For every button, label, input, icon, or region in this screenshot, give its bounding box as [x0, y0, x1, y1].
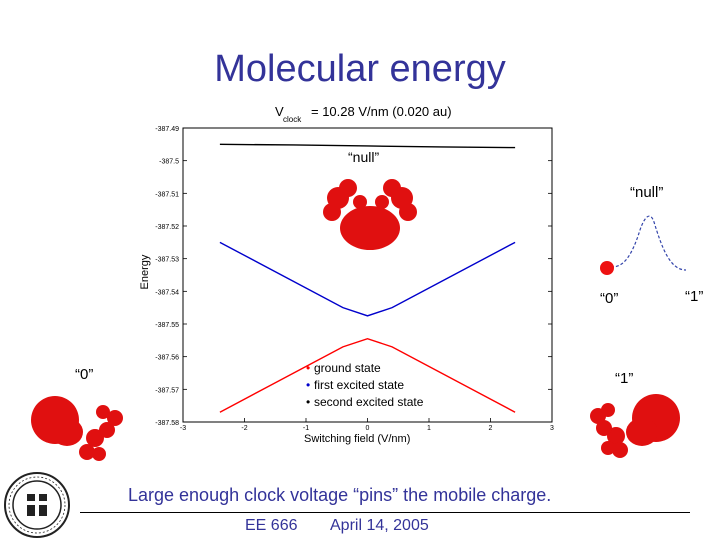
x-tick-group: -3 -2 -1 0 1 2 3 — [180, 418, 554, 432]
y-tick-label: -387.5 — [159, 159, 179, 166]
y-tick-label: -387.49 — [155, 126, 179, 133]
null-molecule-image — [323, 179, 417, 250]
charge-marker — [600, 261, 614, 275]
null-label-right: “null” — [630, 184, 664, 201]
null-label-inset: “null” — [348, 149, 379, 165]
legend-label-first: first excited state — [314, 378, 404, 392]
chart-title-sub: clock — [283, 115, 302, 124]
x-tick-label: 3 — [550, 425, 554, 432]
zero-molecule-image — [31, 396, 123, 461]
university-seal-image — [4, 472, 70, 538]
y-tick-label: -387.51 — [155, 191, 179, 198]
series-line-0 — [219, 337, 516, 413]
x-tick-label: -1 — [303, 425, 309, 432]
legend-label-ground: ground state — [314, 361, 381, 375]
zero-label-right: “0” — [600, 290, 619, 307]
potential-curve — [605, 215, 687, 271]
zero-label-left: “0” — [75, 366, 94, 383]
series-group — [219, 143, 516, 413]
footer-date: April 14, 2005 — [330, 517, 429, 534]
one-molecule-image — [590, 394, 680, 458]
legend: • ground state • first excited state • s… — [306, 361, 424, 409]
y-tick-label: -387.53 — [155, 257, 179, 264]
y-tick-label: -387.58 — [155, 420, 179, 427]
chart-title-rest: = 10.28 V/nm (0.020 au) — [311, 104, 452, 119]
legend-bullet-first: • — [306, 378, 310, 392]
chart-title-v: V — [275, 104, 284, 119]
x-tick-label: -2 — [241, 425, 247, 432]
series-line-1 — [219, 241, 516, 317]
legend-label-second: second excited state — [314, 395, 424, 409]
slide-caption: Large enough clock voltage “pins” the mo… — [128, 485, 552, 505]
one-label-mid: “1” — [615, 370, 634, 387]
legend-bullet-second: • — [306, 395, 310, 409]
x-tick-label: 0 — [366, 425, 370, 432]
y-tick-label: -387.52 — [155, 224, 179, 231]
double-well-inset — [600, 215, 687, 275]
y-tick-label: -387.55 — [155, 322, 179, 329]
y-tick-label: -387.57 — [155, 387, 179, 394]
legend-bullet-ground: • — [306, 361, 310, 375]
y-axis-label: Energy — [139, 254, 151, 289]
x-axis-label: Switching field (V/nm) — [304, 433, 410, 445]
y-tick-label: -387.56 — [155, 355, 179, 362]
footer-rule — [80, 512, 690, 513]
x-tick-label: 1 — [427, 425, 431, 432]
one-label-far: “1” — [685, 288, 704, 305]
series-line-2 — [219, 143, 516, 149]
y-tick-label: -387.54 — [155, 289, 179, 296]
slide-title: Molecular energy — [214, 48, 506, 90]
energy-chart: -387.49 -387.5 -387.51 -387.52 -387.53 -387.5… — [139, 104, 554, 445]
x-tick-label: -3 — [180, 425, 186, 432]
x-tick-label: 2 — [489, 425, 493, 432]
plot-frame — [182, 127, 553, 423]
y-tick-group: -387.49 -387.5 -387.51 -387.52 -387.53 -387.5… — [155, 126, 552, 427]
footer-course: EE 666 — [245, 517, 298, 534]
